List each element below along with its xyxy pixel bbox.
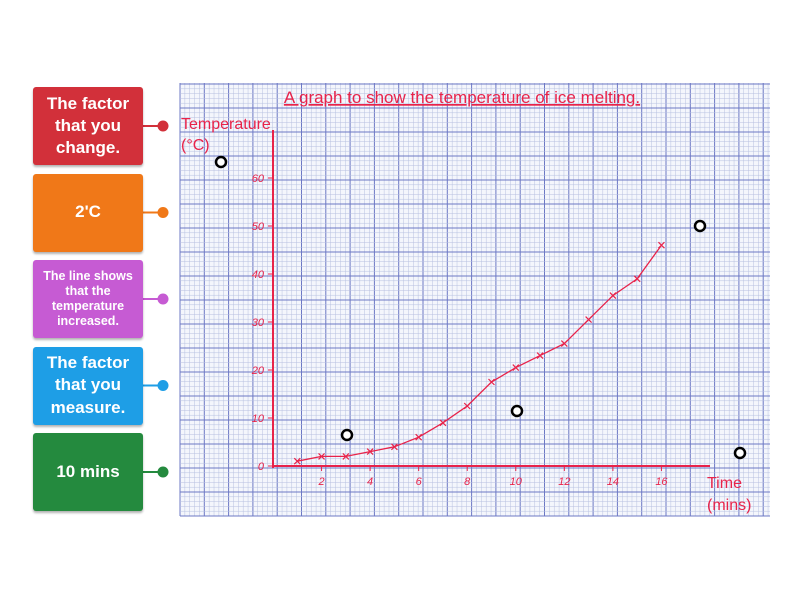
data-cross — [609, 292, 617, 300]
data-cross — [463, 402, 471, 410]
pin-dot — [157, 293, 169, 305]
x-axis-label: Time (mins) — [707, 475, 751, 514]
data-cross — [366, 448, 374, 456]
x-tick-label: 8 — [464, 476, 471, 488]
data-cross — [488, 378, 495, 386]
x-axis-label-line: Time — [707, 475, 742, 492]
y-tick-label: 0 — [258, 461, 265, 473]
y-tick-label: 20 — [251, 365, 265, 377]
data-cross — [342, 452, 350, 460]
y-tick-label: 30 — [252, 317, 265, 329]
drop-target[interactable] — [340, 428, 354, 442]
x-tick-label: 10 — [510, 476, 523, 488]
x-tick-label: 6 — [416, 476, 423, 488]
temperature-line — [297, 244, 662, 462]
drop-target[interactable] — [510, 404, 524, 418]
data-cross — [585, 316, 593, 324]
drop-target[interactable] — [733, 446, 747, 460]
pin-dot — [157, 466, 169, 478]
pin-dot — [157, 380, 169, 391]
x-tick-label: 12 — [558, 476, 570, 488]
data-cross — [439, 419, 447, 427]
pin-dot — [157, 120, 169, 132]
data-cross — [633, 275, 641, 283]
data-cross — [318, 452, 325, 460]
pin-dot — [157, 207, 169, 218]
y-tick-label: 50 — [252, 221, 265, 233]
chart-title: A graph to show the temperature of ice m… — [284, 88, 640, 107]
data-cross — [536, 352, 544, 360]
y-tick-label: 60 — [252, 173, 265, 185]
data-cross — [658, 241, 665, 249]
data-cross — [512, 364, 520, 372]
draggable-label[interactable]: The factor that you change. — [33, 87, 143, 165]
y-tick-label: 40 — [252, 269, 265, 281]
draggable-label[interactable]: The line shows that the temperature incr… — [33, 260, 143, 338]
x-axis-label-line: (mins) — [707, 497, 751, 514]
drop-target[interactable] — [214, 155, 228, 169]
y-axis-label-line: (°C) — [181, 137, 210, 154]
x-tick-label: 16 — [655, 476, 668, 488]
data-cross — [415, 433, 423, 441]
data-cross — [560, 340, 568, 348]
x-tick-label: 4 — [367, 476, 373, 488]
data-cross — [390, 443, 398, 451]
x-tick-label: 14 — [607, 476, 619, 488]
draggable-label[interactable]: 2'C — [33, 173, 143, 252]
y-tick-label: 10 — [252, 413, 265, 425]
drop-target[interactable] — [693, 219, 707, 233]
y-axis-label-line: Temperature — [181, 116, 271, 133]
y-axis-label: Temperature (°C) — [181, 116, 271, 154]
draggable-label[interactable]: The factor that you measure. — [33, 346, 143, 425]
data-cross — [293, 457, 301, 465]
x-tick-label: 2 — [317, 476, 324, 488]
draggable-label[interactable]: 10 mins — [33, 433, 143, 511]
